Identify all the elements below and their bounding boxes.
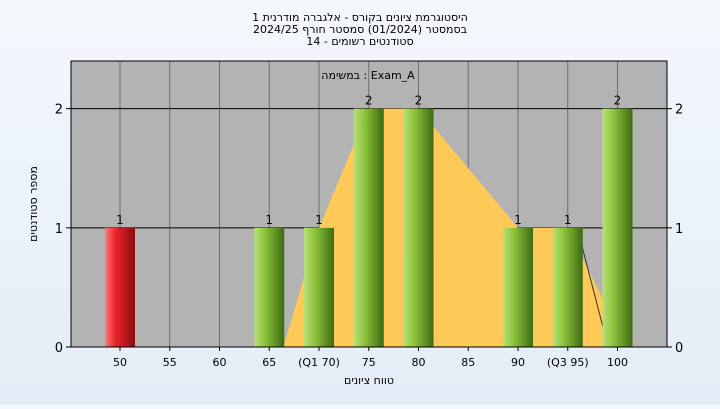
y-tick-label-left: 1 [55,222,63,237]
bar-value-label: 1 [265,213,273,227]
bar [353,108,384,348]
bar [254,227,285,347]
bar-value-label: 2 [365,94,373,108]
y-tick-label-right: 0 [675,341,683,356]
x-tick-label: 75 [362,356,376,369]
x-tick-label: 55 [163,356,177,369]
bar-value-label: 2 [614,94,622,108]
bar [503,227,533,347]
y-tick-label-right: 2 [675,103,683,118]
x-tick-label: (Q3 95) [547,356,589,369]
y-tick-label-left: 2 [55,103,63,118]
x-axis-label: טווח ציונים [344,374,394,387]
x-tick-label: 80 [412,356,426,369]
chart-title-line: בסמסטר (01/2024) סמסטר חורף 2024/25 [253,23,467,36]
bar [602,108,633,348]
bar-value-label: 1 [315,213,323,227]
x-tick-label: 85 [461,356,475,369]
y-axis-label: מספר סטודנטים [27,166,40,242]
x-tick-label: 100 [607,356,628,369]
chart-title-line: היסטוגרמת ציונים בקורס - אלגברה מודרנית … [252,11,468,24]
x-tick-label: 60 [213,356,227,369]
x-tick-label: 65 [262,356,276,369]
bar-value-label: 1 [116,213,124,227]
bar [304,227,334,347]
bar-value-label: 1 [564,213,572,227]
chart-title-line: סטודנטים רשומים - 14 [306,35,413,48]
y-tick-label-right: 1 [675,222,683,237]
bar-value-label: 1 [514,213,522,227]
x-tick-label: (Q1 70) [298,356,340,369]
x-tick-label: 50 [113,356,127,369]
bar [403,108,434,348]
x-tick-label: 90 [511,356,525,369]
bar-value-label: 2 [415,94,423,108]
bar [552,227,583,347]
bar [105,227,135,347]
y-tick-label-left: 0 [55,341,63,356]
exam-annotation: במשימה : Exam_A [321,69,415,82]
